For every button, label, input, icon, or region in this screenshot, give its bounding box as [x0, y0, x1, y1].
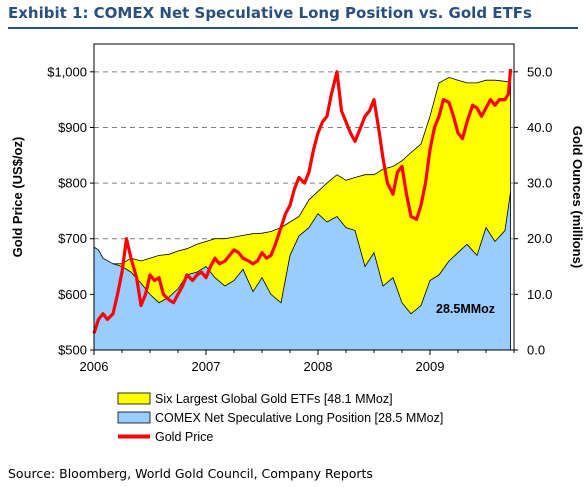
x-tick-label-2: 2008 — [304, 359, 333, 374]
chart-title: Exhibit 1: COMEX Net Speculative Long Po… — [8, 4, 532, 22]
line-series — [92, 68, 513, 334]
source-note: Source: Bloomberg, World Gold Council, C… — [8, 466, 373, 481]
y-right-axis-title: Gold Ounces (millions) — [570, 126, 585, 268]
x-tick-label-0: 2006 — [80, 359, 109, 374]
annotation-28-5mmoz: 28.5MMoz — [436, 302, 495, 316]
y-right-tick-label-1: 10.0 — [527, 287, 552, 302]
title-underline — [8, 27, 578, 29]
y-left-tick-label-2: $700 — [58, 231, 87, 246]
chart-figure: $500 $600 $700 $800 $900 $1,000 0.0 10.0 20.0 30.… — [10, 43, 585, 444]
legend-label-1: COMEX Net Speculative Long Position [28.… — [155, 411, 443, 425]
y-right-tick-label-5: 50.0 — [527, 64, 552, 79]
legend: Six Largest Global Gold ETFs [48.1 MMoz]… — [117, 392, 443, 444]
legend-label-0: Six Largest Global Gold ETFs [48.1 MMoz] — [155, 392, 393, 406]
legend-label-2: Gold Price — [155, 430, 213, 444]
y-right-tick-label-3: 30.0 — [527, 176, 552, 191]
axes: $500 $600 $700 $800 $900 $1,000 0.0 10.0 20.0 30.… — [47, 64, 552, 374]
y-left-tick-label-3: $800 — [58, 176, 87, 191]
y-left-tick-label-4: $900 — [58, 120, 87, 135]
x-tick-label-1: 2007 — [192, 359, 221, 374]
legend-swatch-0 — [117, 392, 151, 405]
y-left-tick-label-1: $600 — [58, 287, 87, 302]
area-series — [93, 76, 511, 351]
series-gold-price-line — [92, 68, 513, 334]
y-right-tick-label-2: 20.0 — [527, 231, 552, 246]
y-left-axis-title: Gold Price (US$/oz) — [10, 137, 25, 258]
series-comex-area — [93, 191, 511, 351]
plot-frame — [93, 43, 515, 351]
y-right-tick-label-0: 0.0 — [527, 343, 545, 358]
y-left-tick-label-0: $500 — [58, 343, 87, 358]
y-right-tick-label-4: 40.0 — [527, 120, 552, 135]
legend-swatch-1 — [117, 411, 151, 424]
x-tick-label-3: 2009 — [416, 359, 445, 374]
y-left-tick-label-5: $1,000 — [47, 64, 87, 79]
